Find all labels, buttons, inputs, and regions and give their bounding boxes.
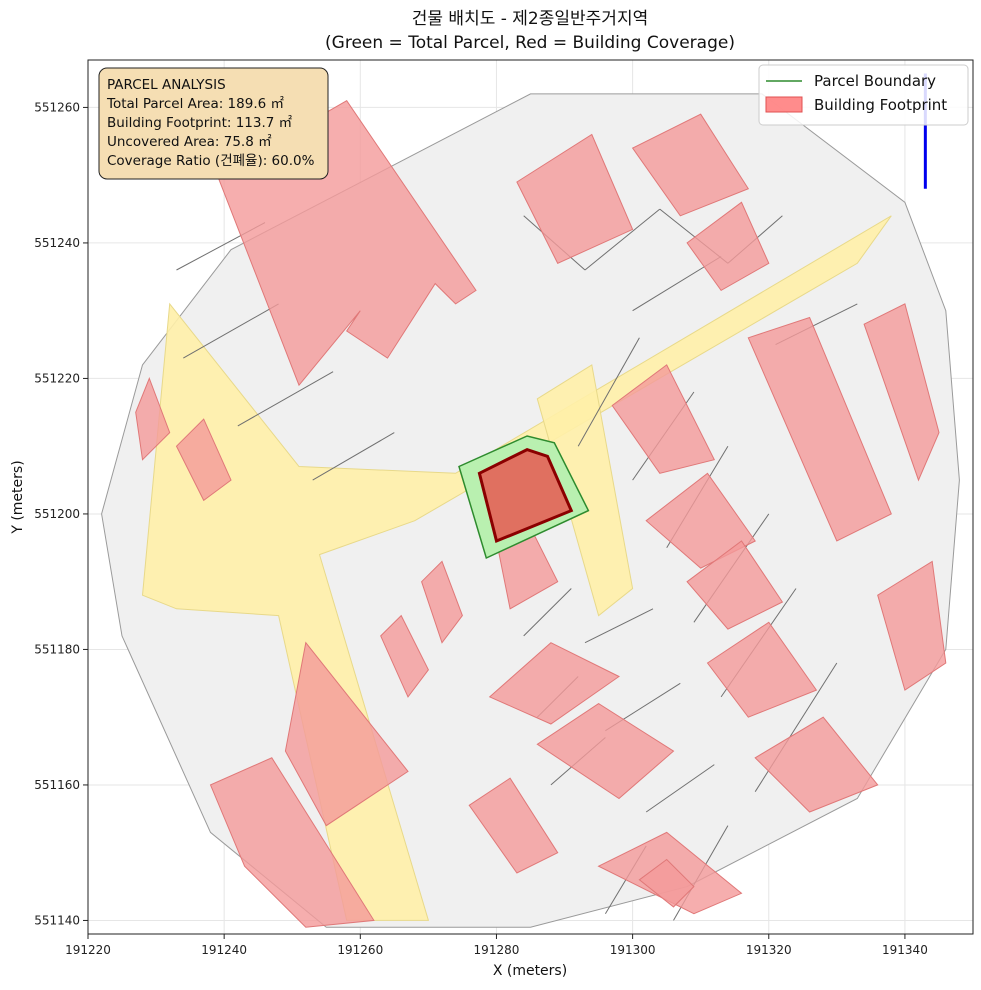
legend-building-footprint-label: Building Footprint <box>814 96 947 114</box>
y-axis-label: Y (meters) <box>10 460 26 534</box>
plot-frame <box>87 59 974 935</box>
neighbor-building-17 <box>686 201 770 292</box>
x-tick-label-3: 191280 <box>474 943 520 957</box>
x-tick-label-4: 191300 <box>610 943 656 957</box>
target-building <box>477 447 574 544</box>
x-tick-label-0: 191220 <box>65 943 111 957</box>
parcel-line-1 <box>183 303 279 359</box>
neighbor-building-11 <box>754 716 879 813</box>
neighbor-building-2 <box>209 757 375 928</box>
neighbor-building-15 <box>516 133 634 264</box>
y-tick-label-6: 551260 <box>34 100 80 114</box>
neighbor-building-22 <box>468 777 559 874</box>
x-tick-label-5: 191320 <box>746 943 792 957</box>
neighbor-building-18 <box>175 418 232 502</box>
legend-building-footprint-swatch <box>765 96 803 113</box>
info-line-title: PARCEL ANALYSIS <box>107 77 226 93</box>
info-line-uncovered: Uncovered Area: 75.8 ㎡ <box>107 134 272 150</box>
parcel-line-3 <box>312 432 395 481</box>
neighbor-building-10 <box>706 621 818 718</box>
y-tick-label-5: 551240 <box>34 236 80 250</box>
x-tick-label-6: 191340 <box>882 943 928 957</box>
neighbor-building-9 <box>686 540 784 630</box>
parcel-line-19 <box>523 588 572 637</box>
info-box-frame <box>98 67 329 180</box>
legend-frame <box>758 64 969 126</box>
info-line-footprint: Building Footprint: 113.7 ㎡ <box>107 115 293 131</box>
axis-ticks: 191220 191240 191260 191280 191300 191320 1913… <box>34 100 928 957</box>
parcel-line-8 <box>577 337 640 447</box>
map-layer <box>101 73 960 928</box>
neighbor-building-5 <box>536 703 675 800</box>
neighbor-building-4 <box>488 642 620 725</box>
parcel-line-18 <box>645 764 715 813</box>
legend-parcel-boundary-label: Parcel Boundary <box>814 72 936 90</box>
neighbor-building-8 <box>645 472 756 569</box>
neighbor-building-19 <box>135 377 171 461</box>
info-line-coverage-ratio: Coverage Ratio (건폐율): 60.0% <box>107 153 315 169</box>
neighbor-building-23 <box>638 858 695 908</box>
neighbor-building-21 <box>380 614 429 698</box>
x-tick-label-1: 191240 <box>201 943 247 957</box>
legend: Parcel Boundary Building Footprint <box>758 64 969 126</box>
neighbor-building-20 <box>421 560 463 644</box>
neighbor-building-16 <box>631 113 750 217</box>
y-tick-label-4: 551220 <box>34 371 80 385</box>
x-axis-label: X (meters) <box>493 963 567 979</box>
x-tick-label-2: 191260 <box>337 943 383 957</box>
info-box: PARCEL ANALYSIS Total Parcel Area: 189.6… <box>98 67 329 180</box>
neighbor-building-7 <box>611 364 716 474</box>
parcel-line-2 <box>237 371 334 427</box>
y-tick-label-3: 551200 <box>34 507 80 521</box>
parcel-line-5 <box>584 208 661 271</box>
y-tick-label-2: 551180 <box>34 642 80 656</box>
chart-title-line2: (Green = Total Parcel, Red = Building Co… <box>325 33 735 53</box>
y-tick-label-1: 551160 <box>34 778 80 792</box>
y-tick-label-0: 551140 <box>34 913 80 927</box>
neighbor-building-1 <box>284 641 409 827</box>
chart-title-line1: 건물 배치도 - 제2종일반주거지역 <box>412 9 648 29</box>
neighbor-building-14 <box>877 560 947 691</box>
neighbor-building-13 <box>863 303 940 482</box>
parcel-line-16 <box>584 608 654 644</box>
neighbor-building-12 <box>747 316 892 542</box>
road-1 <box>536 364 634 617</box>
info-line-total-area: Total Parcel Area: 189.6 ㎡ <box>106 96 284 112</box>
